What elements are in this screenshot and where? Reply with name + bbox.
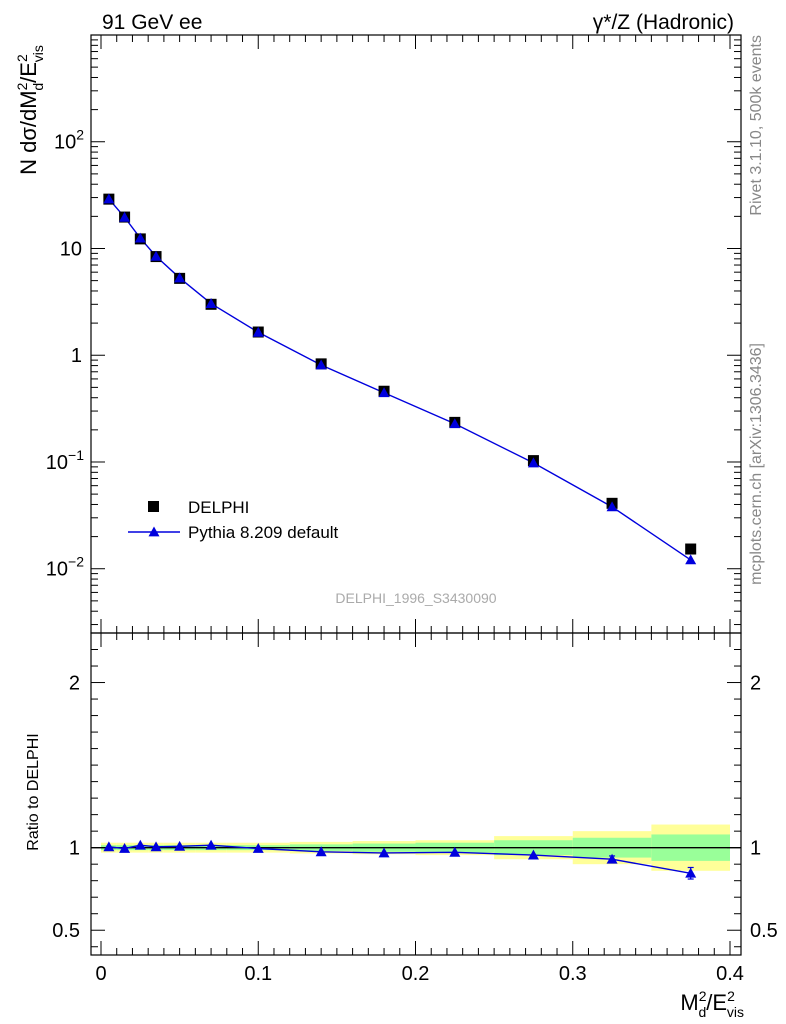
ratio-point <box>134 839 146 850</box>
header-right: γ*/Z (Hadronic) <box>593 11 734 34</box>
ratio-point <box>378 847 390 858</box>
upper-y-tick-label: 102 <box>54 127 84 154</box>
x-tick-label: 0.1 <box>244 963 272 985</box>
lower-axis: 0.5 0.5 1 1 2 2 0 0.1 0.2 0.3 0.4 <box>52 632 778 985</box>
lower-y-tick-label: 2 <box>69 673 80 695</box>
ratio-point <box>685 867 697 878</box>
ratio-point <box>119 842 131 853</box>
legend-mc-marker <box>148 526 160 537</box>
mc-point <box>174 272 186 283</box>
ratio-point <box>449 846 461 857</box>
ratio-point <box>150 841 162 852</box>
mc-point <box>449 418 461 429</box>
upper-frame <box>90 34 742 634</box>
x-tick-label: 0 <box>95 963 106 985</box>
upper-y-tick-label: 1 <box>71 345 82 367</box>
ratio-point <box>103 841 115 852</box>
legend-data-label: DELPHI <box>188 498 249 517</box>
upper-y-tick-label: 10 <box>60 238 82 260</box>
lower-series <box>103 839 697 880</box>
lower-y-tick-label: 0.5 <box>52 920 80 942</box>
lower-y-tick-label: 1 <box>69 838 80 860</box>
x-tick-label: 0.3 <box>559 963 587 985</box>
legend-data-marker <box>148 501 159 512</box>
mc-point <box>205 298 217 308</box>
ratio-point <box>606 853 618 864</box>
upper-ylabel: N dσ/dM2d/E2vis <box>14 45 46 175</box>
mc-point <box>606 501 618 512</box>
mc-point <box>685 554 697 565</box>
rivet-label: Rivet 3.1.10, 500k events <box>748 35 765 216</box>
ratio-point <box>527 849 539 860</box>
lower-frame <box>90 632 742 956</box>
upper-y-tick-label: 10−1 <box>46 447 84 474</box>
mc-point <box>527 457 539 468</box>
mc-point <box>378 387 390 398</box>
lower-y-tick-label-right: 0.5 <box>750 920 778 942</box>
ratio-point <box>315 846 327 857</box>
xlabel: M2 d/E2 vis <box>680 988 744 1020</box>
analysis-watermark: DELPHI_1996_S3430090 <box>335 590 496 606</box>
ratio-point <box>252 842 264 853</box>
mc-point <box>315 359 327 370</box>
upper-y-tick-label: 10−2 <box>46 554 84 581</box>
ratio-point <box>205 839 217 850</box>
upper-axis: 102 10 1 10−1 10−2 <box>46 34 742 634</box>
mc-point <box>103 193 115 204</box>
mc-point <box>150 250 162 261</box>
legend-mc-label: Pythia 8.209 default <box>188 523 339 542</box>
header-left: 91 GeV ee <box>102 11 202 34</box>
mc-point <box>252 326 264 337</box>
mc-point <box>119 211 131 222</box>
lower-y-tick-label-right: 2 <box>750 673 761 695</box>
ratio-point <box>174 840 186 851</box>
mcplots-label: mcplots.cern.ch [arXiv:1306.3436] <box>748 343 765 585</box>
lower-y-tick-label-right: 1 <box>750 838 761 860</box>
x-tick-label: 0.2 <box>402 963 430 985</box>
lower-ylabel: Ratio to DELPHI <box>25 733 42 850</box>
x-tick-label: 0.4 <box>716 963 744 985</box>
upper-series <box>103 193 697 565</box>
legend: DELPHI Pythia 8.209 default <box>128 498 339 542</box>
mc-point <box>134 232 146 243</box>
data-point <box>685 543 697 555</box>
